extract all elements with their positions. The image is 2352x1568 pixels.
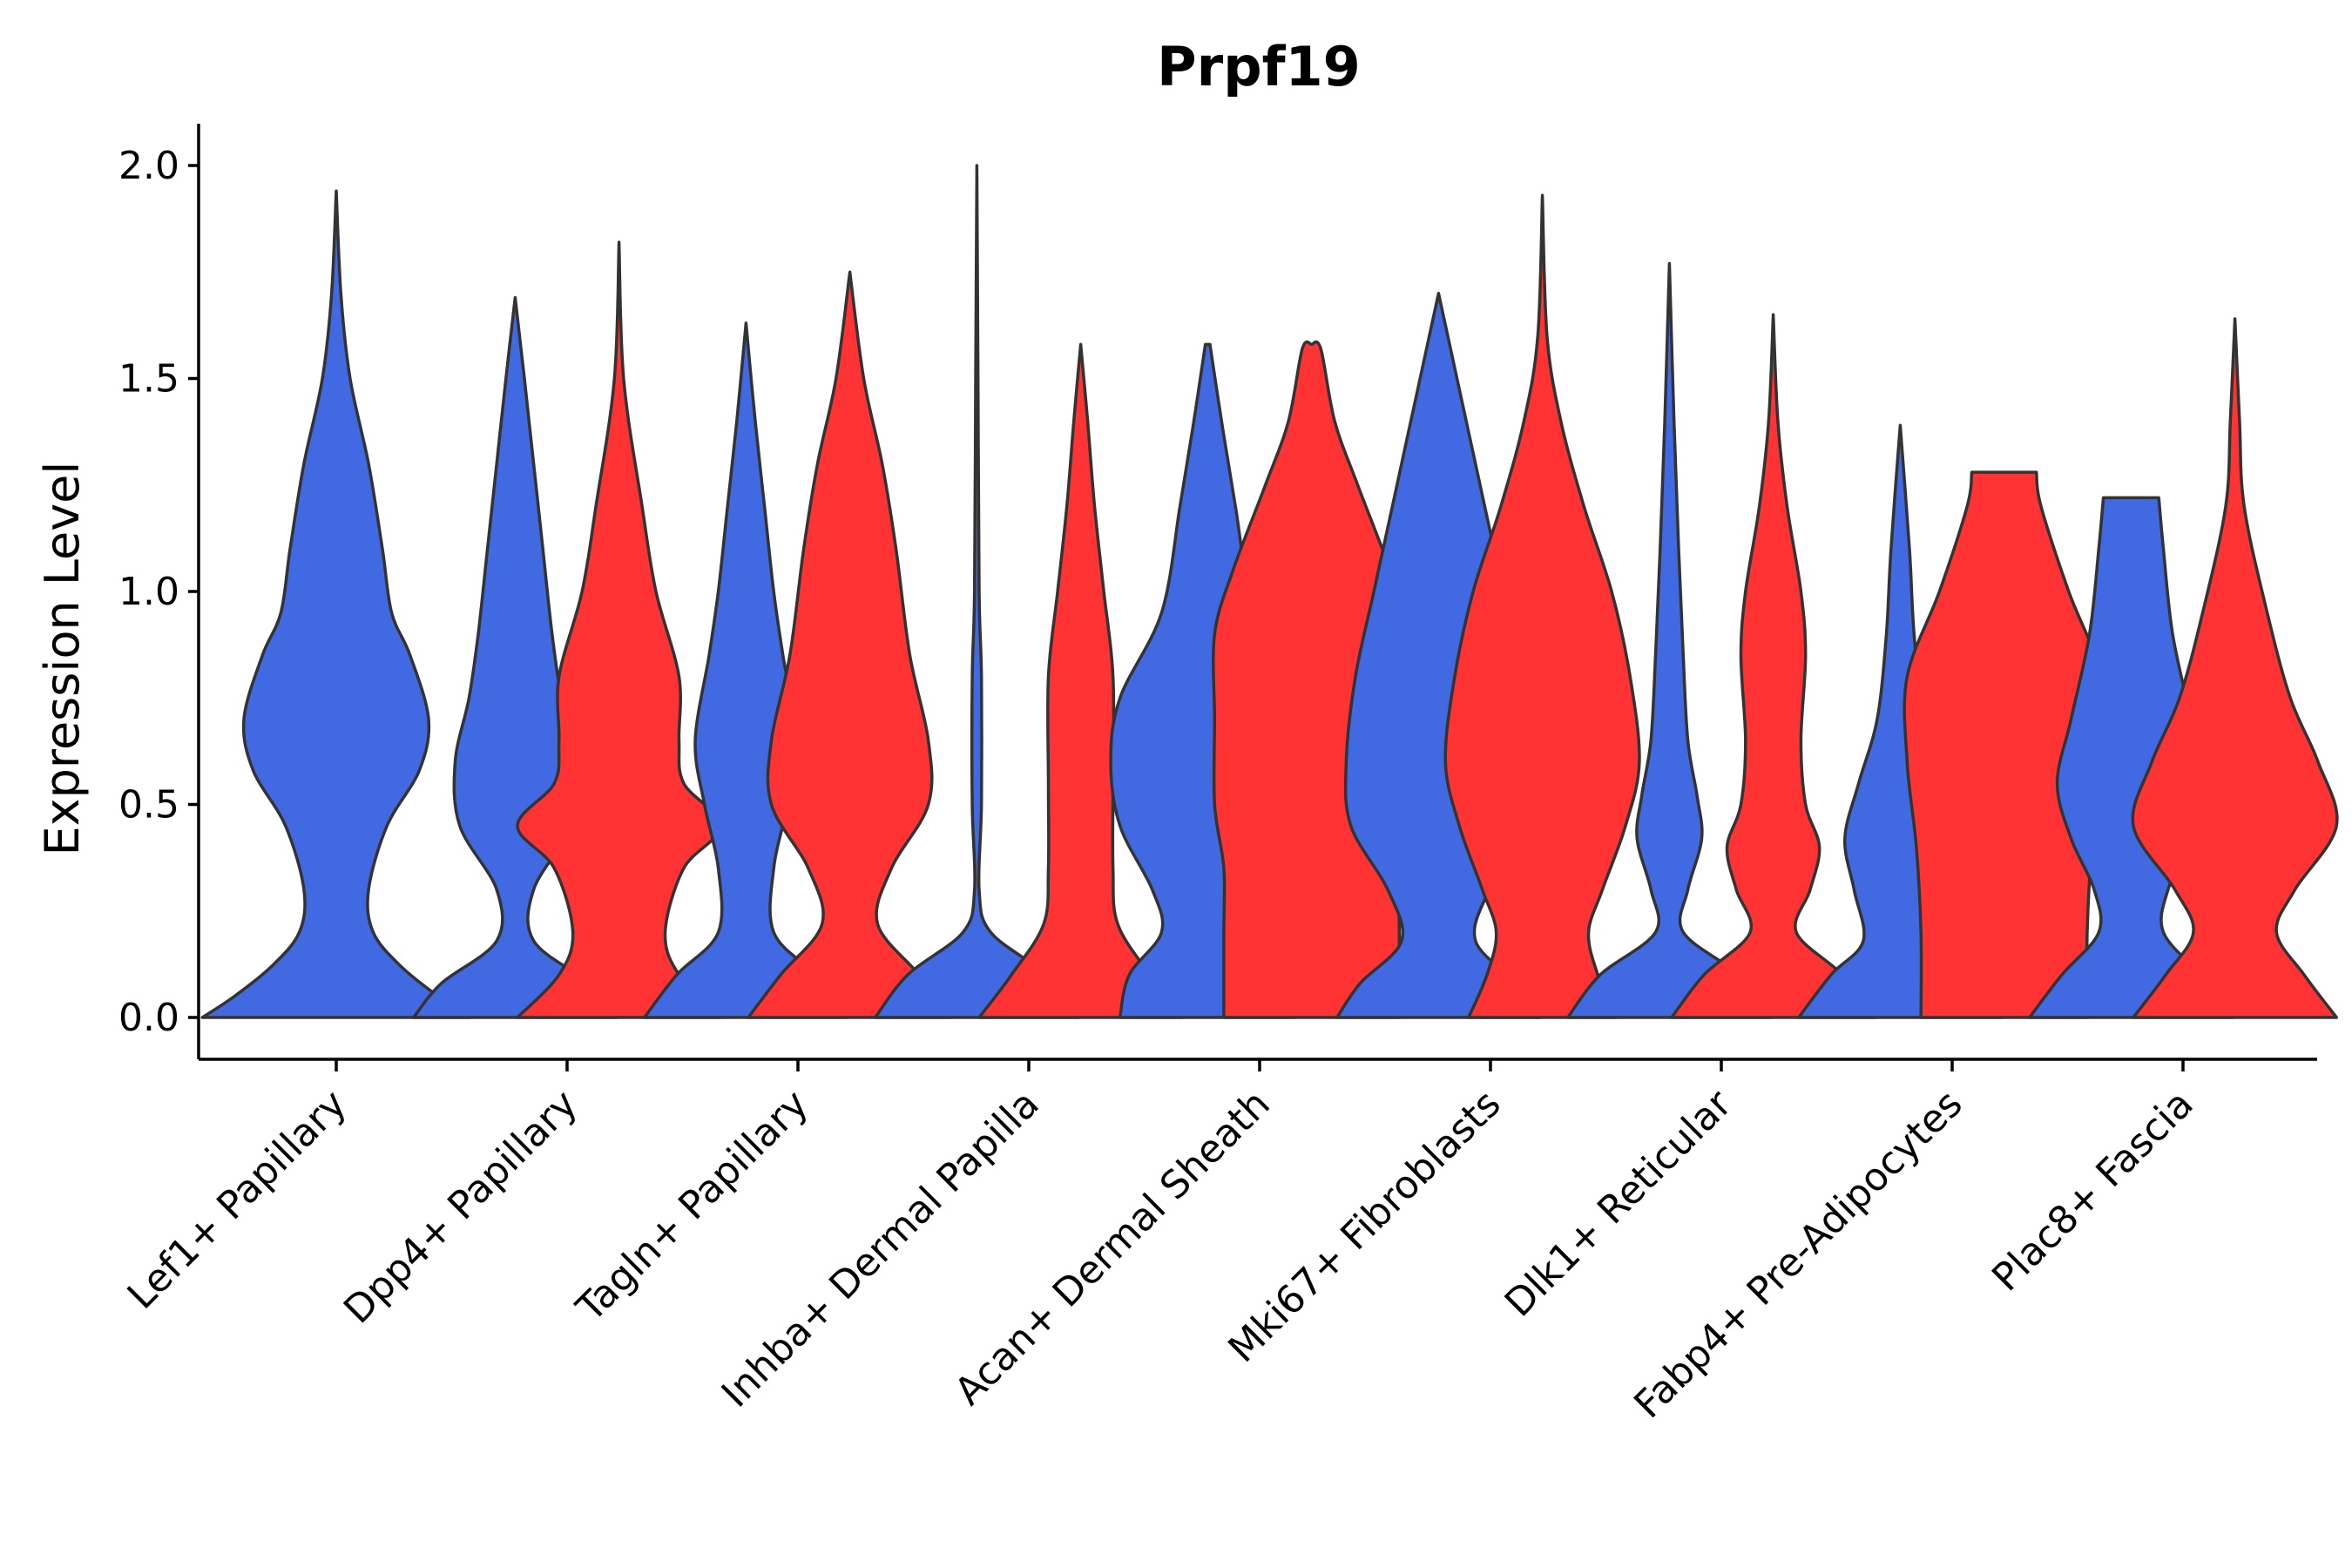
violin-17-red [2131,317,2339,1019]
violin-4-blue [643,321,849,1019]
y-axis-label: Expression Level [35,462,90,856]
violin-6-blue [874,164,1080,1019]
y-tick-label: 0.0 [118,996,179,1040]
x-tick-label: Dlk1+ Reticular [1497,1081,1741,1326]
violin-5-red [747,270,953,1019]
violin-13-red [1670,313,1876,1019]
x-tick-label: Tagln+ Papillary [568,1082,817,1331]
x-tick-label: Lef1+ Papillary [119,1082,355,1318]
y-tick-label: 2.0 [118,144,179,188]
chart-title: Prpf19 [1157,35,1361,98]
violins-group [200,164,2339,1019]
y-tick-label: 0.5 [118,783,179,828]
y-tick-label: 1.0 [118,570,179,614]
violin-12-blue [1566,261,1773,1019]
x-tick-label: Plac8+ Fascia [1984,1082,2202,1301]
y-tick-label: 1.5 [118,357,179,402]
violin-7-red [977,342,1184,1019]
violin-11-red [1443,193,1641,1019]
violin-1-blue [200,189,472,1019]
x-tick-label: Dpp4+ Papillary [335,1082,586,1333]
y-axis: 0.0 0.5 1.0 1.5 2.0 [118,124,200,1059]
